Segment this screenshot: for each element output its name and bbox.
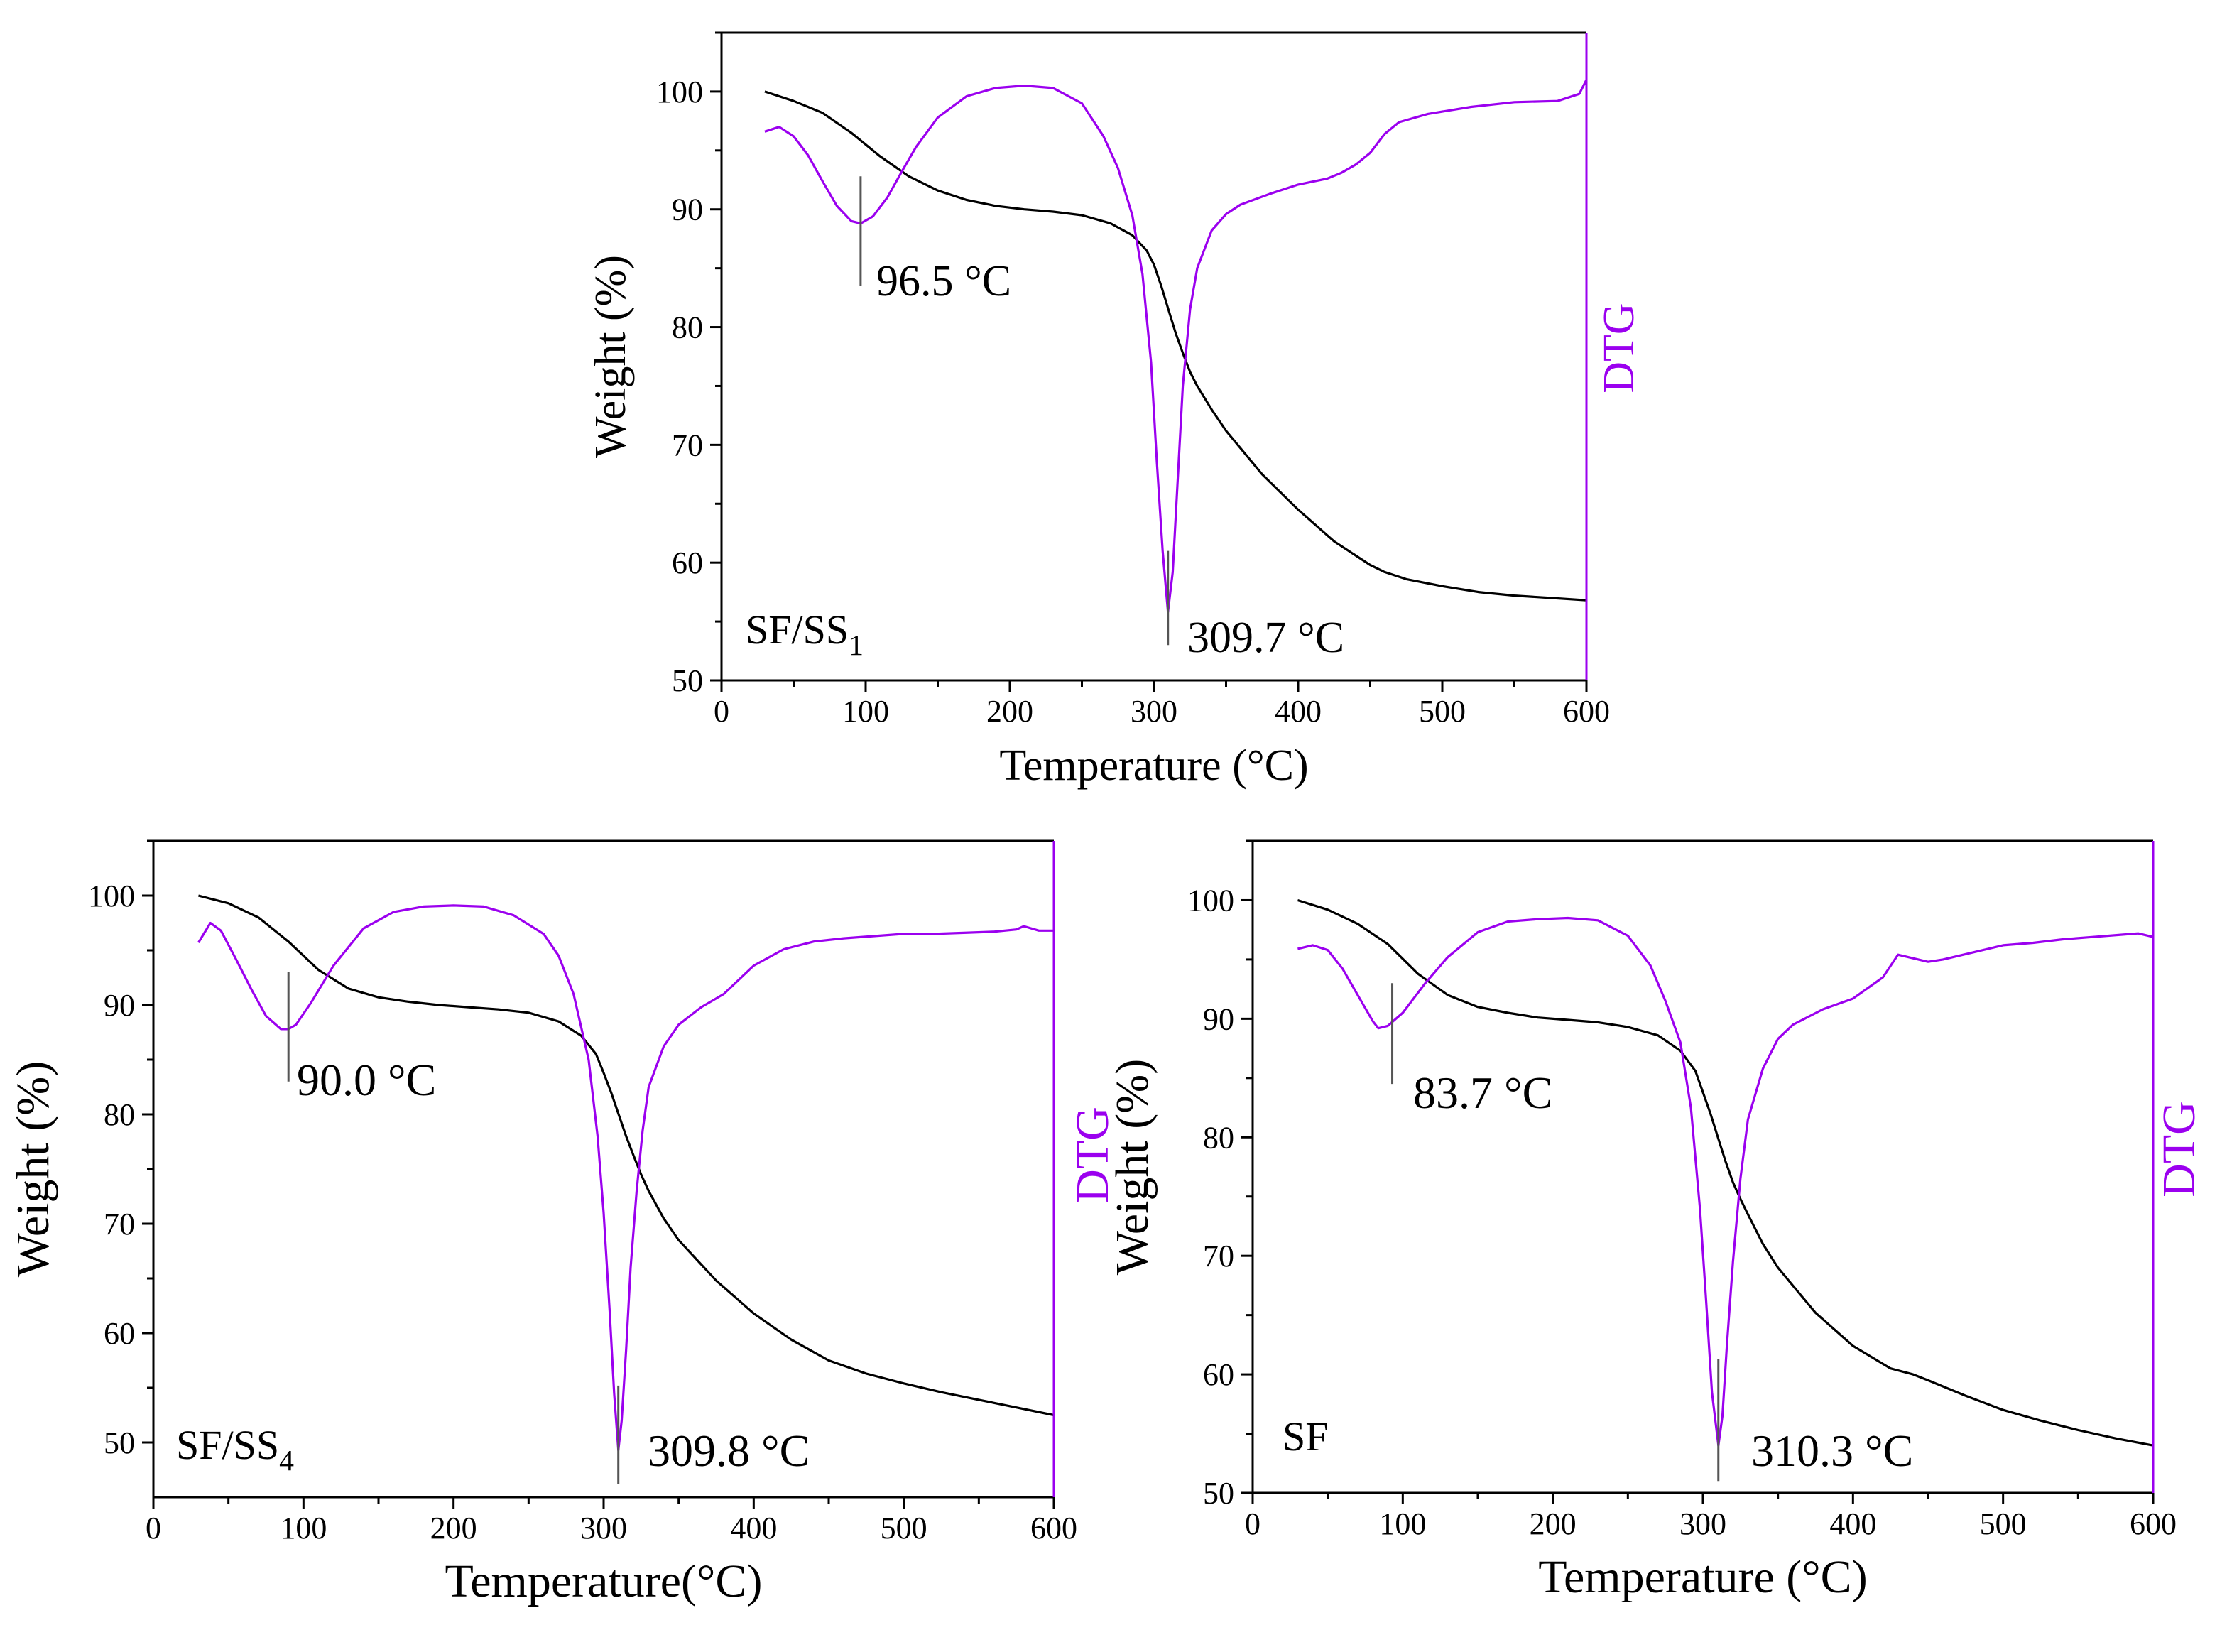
dtg-axis-label: DTG (1595, 303, 1643, 393)
y-tick-label: 100 (88, 879, 135, 913)
x-tick-label: 0 (714, 694, 729, 729)
y-tick-label: 80 (672, 310, 703, 345)
y-tick-label: 60 (104, 1316, 135, 1351)
series-line-weight (764, 90, 1587, 602)
y-tick-label: 90 (672, 192, 703, 227)
y-tick-label: 70 (104, 1207, 135, 1241)
series-line-weight (1297, 898, 2154, 1447)
dtg-axis-label: DTG (2153, 1101, 2205, 1197)
x-tick-label: 400 (730, 1511, 777, 1545)
sample-label-main: SF (1283, 1413, 1329, 1460)
peak-annotation: 96.5 °C (876, 257, 1011, 305)
chart-panel-bottom-right: 0 100 200 300 400 500 600 50 60 70 80 90 100 Temperat… (1106, 839, 2205, 1603)
x-tick-label: 500 (881, 1511, 927, 1545)
x-tick-label: 0 (146, 1511, 161, 1545)
y-tick-label: 100 (656, 75, 703, 109)
peak-annotation: 309.8 °C (648, 1425, 810, 1476)
y-axis-label: Weight (%) (587, 255, 635, 458)
x-tick-label: 0 (1245, 1506, 1260, 1541)
x-tick-label: 200 (1530, 1506, 1577, 1541)
sample-label-main: SF/SS (176, 1422, 279, 1468)
x-tick-label: 100 (1379, 1506, 1426, 1541)
sample-label: SF (1283, 1413, 1329, 1460)
y-tick-label: 60 (672, 545, 703, 580)
peak-annotation: 310.3 °C (1751, 1425, 1913, 1476)
x-tick-label: 600 (1563, 694, 1610, 729)
x-axis-label: Temperature (°C) (999, 741, 1308, 790)
x-tick-label: 400 (1829, 1506, 1876, 1541)
x-axis-label: Temperature (°C) (1538, 1551, 1867, 1603)
sample-label-main: SF/SS (746, 607, 849, 653)
x-axis-label: Temperature(°C) (445, 1555, 763, 1607)
x-tick-label: 100 (842, 694, 889, 729)
chart-panel-bottom-left: 0 100 200 300 400 500 600 50 60 70 80 90 100 Temperat… (7, 839, 1118, 1607)
series-line-dtg (1297, 916, 2154, 1447)
y-tick-label: 70 (672, 428, 703, 462)
y-axis-label: Weight (%) (1106, 1059, 1158, 1275)
y-tick-label: 90 (104, 988, 135, 1023)
x-tick-label: 500 (1419, 694, 1466, 729)
sample-label-subscript: 4 (279, 1445, 294, 1477)
y-tick-label: 80 (104, 1097, 135, 1132)
y-tick-label: 50 (1203, 1476, 1234, 1511)
sample-label: SF/SS4 (176, 1422, 294, 1477)
x-tick-label: 400 (1275, 694, 1322, 729)
sample-label: SF/SS1 (746, 607, 864, 662)
dtg-axis-label: DTG (1067, 1107, 1118, 1203)
y-tick-label: 70 (1203, 1239, 1234, 1273)
x-tick-label: 300 (1131, 694, 1177, 729)
y-tick-label: 50 (672, 663, 703, 698)
x-tick-label: 300 (580, 1511, 627, 1545)
y-axis-label: Weight (%) (7, 1061, 59, 1277)
peak-annotation: 90.0 °C (297, 1055, 436, 1105)
x-tick-label: 200 (430, 1511, 477, 1545)
peak-annotation: 309.7 °C (1187, 614, 1344, 662)
sample-label-subscript: 1 (849, 629, 864, 662)
x-tick-label: 100 (280, 1511, 327, 1545)
series-line-weight (198, 894, 1055, 1417)
x-tick-label: 500 (1980, 1506, 2027, 1541)
series-line-dtg (197, 904, 1054, 1452)
x-tick-label: 200 (986, 694, 1033, 729)
y-tick-label: 60 (1203, 1357, 1234, 1392)
y-tick-label: 100 (1187, 883, 1234, 918)
chart-panel-top: 0 100 200 300 400 500 600 50 60 70 80 90 100 Temperat… (587, 31, 1643, 790)
x-tick-label: 600 (2130, 1506, 2177, 1541)
y-tick-label: 80 (1203, 1120, 1234, 1155)
x-tick-label: 600 (1030, 1511, 1077, 1545)
series-line-dtg (764, 79, 1588, 614)
peak-annotation: 83.7 °C (1413, 1067, 1552, 1118)
y-tick-label: 50 (104, 1425, 135, 1460)
x-tick-label: 300 (1679, 1506, 1726, 1541)
y-tick-label: 90 (1203, 1001, 1234, 1036)
